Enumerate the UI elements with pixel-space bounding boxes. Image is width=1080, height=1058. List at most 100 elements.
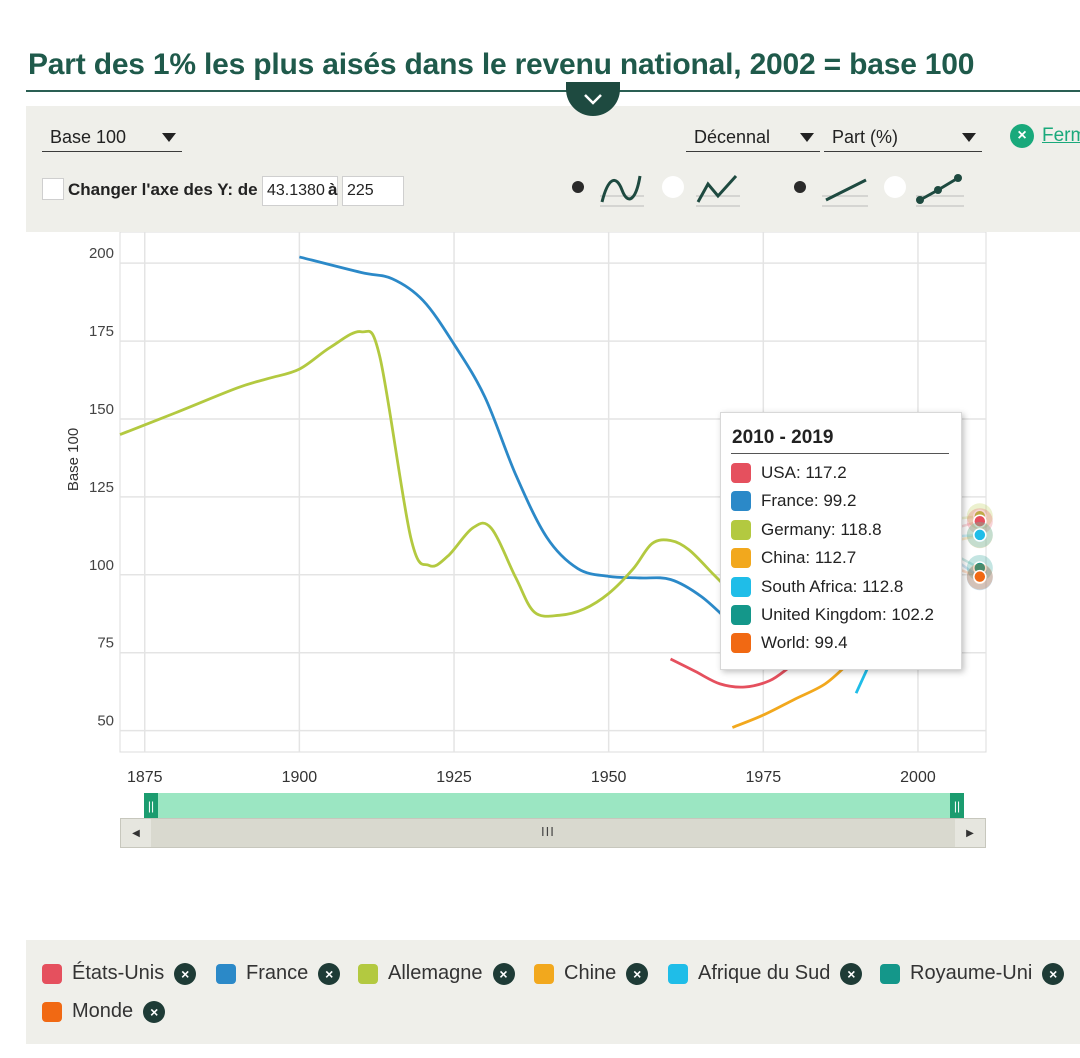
legend-item[interactable]: Royaume-Uni ×: [880, 962, 1065, 985]
measure-select-value: Part (%): [832, 127, 899, 147]
tooltip-row: France: 99.2: [731, 491, 856, 512]
y-tick-label: 100: [89, 557, 114, 574]
scroll-grip-icon[interactable]: III: [541, 824, 555, 839]
smooth-curve-radio[interactable]: [572, 181, 584, 193]
legend-item[interactable]: Chine ×: [534, 962, 649, 985]
tooltip-swatch: [731, 576, 751, 597]
scroll-left-arrow-icon[interactable]: ◀: [121, 819, 151, 847]
tooltip-swatch: [731, 519, 751, 540]
y-axis-to-input[interactable]: [342, 176, 404, 206]
remove-series-icon[interactable]: ×: [318, 962, 341, 985]
y-axis-title: Base 100: [65, 428, 82, 491]
series-line: [299, 255, 734, 626]
tooltip-row-text: World: 99.4: [761, 633, 848, 653]
measure-select[interactable]: Part (%): [824, 124, 982, 152]
x-tick-label: 1875: [127, 769, 163, 786]
remove-series-icon[interactable]: ×: [1042, 962, 1065, 985]
tooltip-row: South Africa: 112.8: [731, 576, 904, 597]
range-right-handle[interactable]: ||: [950, 793, 964, 819]
tooltip-row-text: South Africa: 112.8: [761, 576, 904, 596]
y-tick-label: 75: [97, 635, 114, 652]
y-tick-label: 150: [89, 401, 114, 418]
remove-series-icon[interactable]: ×: [626, 962, 649, 985]
tooltip-swatch: [731, 633, 751, 654]
y-tick-label: 175: [89, 323, 114, 340]
base-select-value: Base 100: [50, 127, 127, 147]
series-line: [119, 329, 728, 618]
x-tick-label: 1950: [591, 769, 627, 786]
legend-label: Royaume-Uni: [910, 962, 1033, 984]
legend-item[interactable]: Allemagne ×: [358, 962, 515, 985]
tooltip-row-text: China: 112.7: [761, 548, 857, 568]
scroll-right-arrow-icon[interactable]: ▶: [955, 819, 985, 847]
title-divider: [26, 90, 1080, 92]
base-select[interactable]: Base 100: [42, 124, 182, 152]
linear-trend-icon[interactable]: [818, 170, 870, 210]
close-button[interactable]: × Ferm: [1010, 124, 1080, 148]
straight-line-icon[interactable]: [692, 170, 742, 210]
series-marker: [973, 514, 987, 528]
chevron-down-icon: [962, 133, 976, 142]
range-left-handle[interactable]: ||: [144, 793, 158, 819]
remove-series-icon[interactable]: ×: [174, 962, 197, 985]
legend-swatch: [534, 963, 554, 984]
tooltip-title: 2010 - 2019: [732, 427, 834, 448]
y-axis-to-label: à: [328, 180, 338, 199]
tooltip-swatch: [731, 548, 751, 569]
legend-swatch: [42, 963, 62, 984]
tooltip-row: United Kingdom: 102.2: [731, 605, 934, 625]
legend-swatch: [42, 1001, 62, 1022]
legend-swatch: [668, 963, 688, 984]
x-tick-label: 2000: [900, 769, 936, 786]
straight-line-radio[interactable]: [662, 176, 684, 198]
legend-item[interactable]: Afrique du Sud ×: [668, 962, 863, 985]
close-icon: ×: [1010, 124, 1034, 148]
range-navigator[interactable]: || ||: [144, 793, 964, 819]
page-title: Part des 1% les plus aisés dans le reven…: [28, 48, 975, 81]
tooltip-row: World: 99.4: [731, 633, 848, 654]
legend-label: Allemagne: [388, 962, 483, 984]
scrollbar[interactable]: ◀ III ▶: [120, 818, 986, 848]
smooth-curve-icon[interactable]: [596, 170, 646, 210]
y-axis-checkbox[interactable]: [42, 178, 64, 200]
legend-swatch: [216, 963, 236, 984]
legend-label: Monde: [72, 1000, 134, 1022]
tooltip-divider: [731, 453, 949, 454]
legend-item[interactable]: Monde ×: [42, 1000, 166, 1023]
chevron-down-icon: [584, 94, 602, 105]
y-tick-label: 200: [89, 245, 114, 262]
remove-series-icon[interactable]: ×: [840, 962, 863, 985]
legend-swatch: [880, 963, 900, 984]
points-trend-icon[interactable]: [912, 170, 966, 210]
tooltip-swatch: [731, 463, 751, 483]
remove-series-icon[interactable]: ×: [143, 1000, 166, 1023]
legend-swatch: [358, 963, 378, 984]
tooltip-row-text: Germany: 118.8: [761, 519, 882, 539]
controls-panel: [26, 106, 1080, 232]
legend-label: Chine: [564, 962, 617, 984]
y-tick-label: 125: [89, 479, 114, 496]
period-select[interactable]: Décennal: [686, 124, 820, 152]
x-tick-label: 1925: [436, 769, 472, 786]
tooltip-swatch: [731, 491, 751, 512]
chevron-down-icon: [800, 133, 814, 142]
legend-label: États-Unis: [72, 962, 165, 984]
series-marker: [973, 569, 987, 584]
legend: États-Unis × France × Allemagne × Chine × Afriqu…: [26, 940, 1080, 1044]
period-select-value: Décennal: [694, 127, 771, 147]
series-marker: [973, 528, 987, 542]
legend-label: France: [246, 962, 309, 984]
y-axis-from-input[interactable]: [262, 176, 338, 206]
tooltip-row: USA: 117.2: [731, 463, 847, 483]
chart-tooltip: 2010 - 2019 USA: 117.2 France: 99.2 German…: [720, 412, 962, 670]
tooltip-row-text: United Kingdom: 102.2: [761, 605, 934, 624]
series-line: [731, 661, 851, 729]
linear-trend-radio[interactable]: [794, 181, 806, 193]
points-trend-radio[interactable]: [884, 176, 906, 198]
legend-item[interactable]: France ×: [216, 962, 341, 985]
tooltip-swatch: [731, 605, 751, 625]
legend-item[interactable]: États-Unis ×: [42, 962, 197, 985]
remove-series-icon[interactable]: ×: [492, 962, 515, 985]
tooltip-row-text: USA: 117.2: [761, 463, 847, 482]
tooltip-row: China: 112.7: [731, 548, 857, 569]
